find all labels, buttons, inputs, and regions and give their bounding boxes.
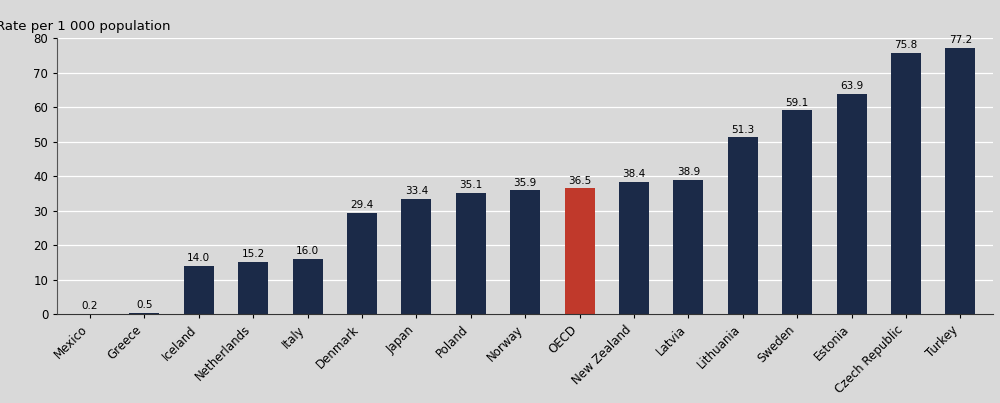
Bar (619, 182, 649, 314)
Bar (129, 313, 159, 314)
Bar (837, 94, 867, 314)
Text: 35.1: 35.1 (459, 181, 482, 190)
Text: 33.4: 33.4 (405, 186, 428, 196)
Bar (238, 262, 268, 314)
Bar (347, 213, 377, 314)
Text: 38.4: 38.4 (622, 169, 646, 179)
Text: 51.3: 51.3 (731, 125, 754, 135)
Bar (184, 266, 214, 314)
Text: 35.9: 35.9 (514, 178, 537, 188)
Bar (782, 110, 812, 314)
Text: 15.2: 15.2 (242, 249, 265, 259)
Bar (945, 48, 975, 314)
Bar (401, 199, 431, 314)
Text: Rate per 1 000 population: Rate per 1 000 population (0, 20, 171, 33)
Text: 0.2: 0.2 (82, 301, 98, 311)
Text: 0.5: 0.5 (136, 300, 153, 310)
Text: 75.8: 75.8 (894, 40, 918, 50)
Bar (456, 193, 486, 314)
Bar (673, 180, 703, 314)
Bar (728, 137, 758, 314)
Text: 16.0: 16.0 (296, 246, 319, 256)
Bar (510, 190, 540, 314)
Bar (565, 188, 595, 314)
Bar (293, 259, 323, 314)
Text: 63.9: 63.9 (840, 81, 863, 91)
Text: 29.4: 29.4 (350, 200, 374, 210)
Text: 59.1: 59.1 (786, 98, 809, 108)
Text: 14.0: 14.0 (187, 253, 210, 263)
Bar (891, 53, 921, 314)
Text: 36.5: 36.5 (568, 176, 591, 185)
Text: 38.9: 38.9 (677, 167, 700, 177)
Text: 77.2: 77.2 (949, 35, 972, 45)
